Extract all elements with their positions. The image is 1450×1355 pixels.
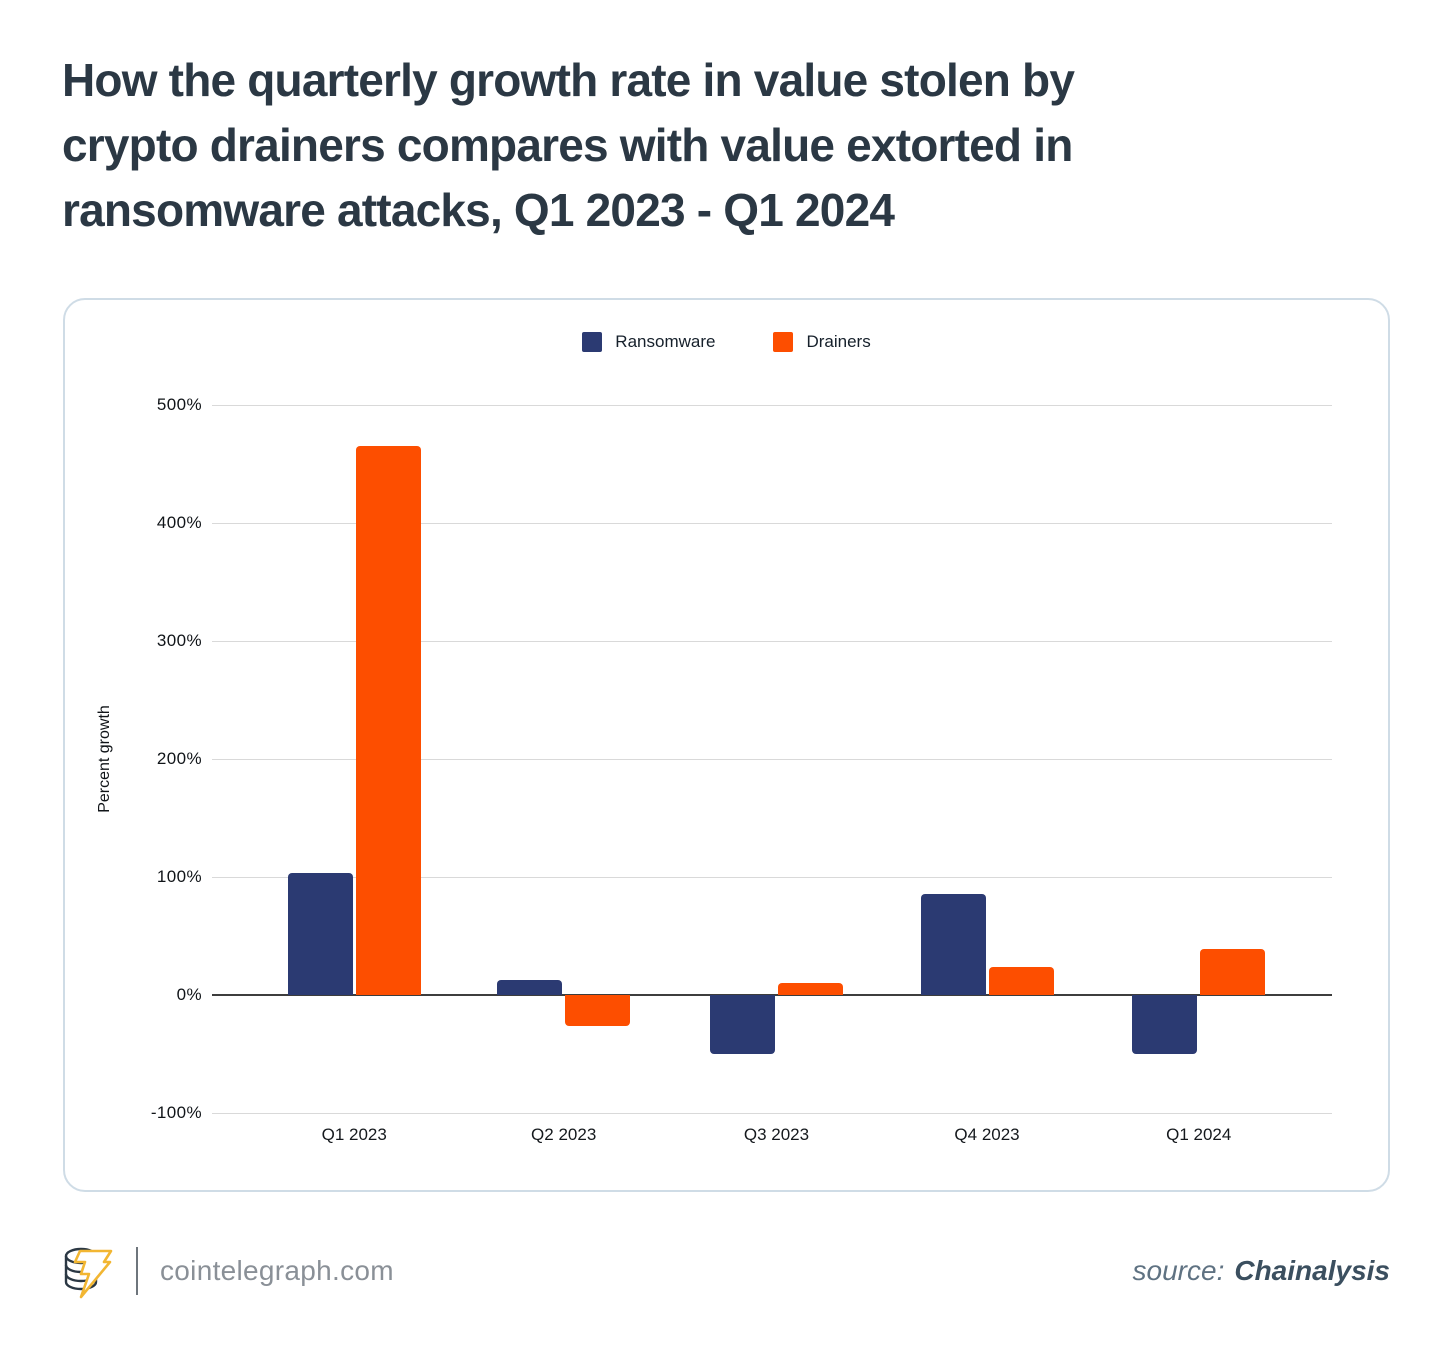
x-tick-label: Q3 2023	[743, 1125, 810, 1144]
cointelegraph-logo-icon	[64, 1247, 113, 1299]
legend-label-ransomware: Ransomware	[615, 332, 716, 351]
x-tick-label: Q1 2023	[321, 1125, 387, 1144]
bar-drainers-q4-2023	[988, 966, 1054, 995]
bar-ransomware-q1-2023	[287, 873, 353, 995]
y-axis-ticks: 500% 400% 300% 200% 100% 0% -100%	[65, 395, 202, 1122]
bar-ransomware-q3-2023	[709, 995, 775, 1054]
bar-ransomware-q1-2024	[1132, 995, 1198, 1054]
bar-drainers-q1-2023	[355, 446, 421, 995]
page-title-line-2: crypto drainers compares with value exto…	[62, 119, 1073, 171]
page-title-line-3: ransomware attacks, Q1 2023 - Q1 2024	[62, 184, 895, 236]
page-title-line-1: How the quarterly growth rate in value s…	[62, 54, 1075, 106]
plot-area: Q1 2023 Q2 2023 Q3 2023 Q4 2023 Q1 2024	[212, 405, 1332, 1144]
y-tick-label: 400%	[156, 513, 202, 532]
gridline	[212, 641, 1332, 642]
gridline	[212, 523, 1332, 524]
y-tick-label: 100%	[156, 867, 202, 886]
chart-card: Ransomware Drainers Percent growth 500% 40…	[63, 298, 1390, 1192]
gridline	[212, 405, 1332, 406]
bar-drainers-q2-2023	[565, 995, 631, 1026]
gridline	[212, 877, 1332, 878]
x-tick-label: Q2 2023	[531, 1125, 597, 1144]
site-name: cointelegraph.com	[160, 1255, 394, 1286]
x-tick-label: Q4 2023	[954, 1125, 1020, 1144]
footer: cointelegraph.com source: Chainalysis	[62, 1238, 1390, 1304]
source-credit: source: Chainalysis	[1133, 1255, 1390, 1287]
legend-swatch-drainers	[773, 332, 794, 352]
legend-item-ransomware: Ransomware	[582, 332, 715, 352]
bars	[212, 405, 1332, 1113]
legend-item-drainers: Drainers	[773, 332, 871, 352]
brand: cointelegraph.com	[62, 1242, 394, 1300]
y-tick-label: 500%	[156, 395, 202, 414]
x-tick-label: Q1 2024	[1166, 1125, 1232, 1144]
bar-ransomware-q2-2023	[497, 979, 563, 995]
legend-swatch-ransomware	[582, 332, 603, 352]
chart-legend: Ransomware Drainers	[65, 332, 1388, 352]
y-tick-label: 300%	[156, 631, 202, 650]
bar-drainers-q3-2023	[777, 983, 843, 995]
footer-divider	[136, 1247, 138, 1295]
x-axis-labels: Q1 2023 Q2 2023 Q3 2023 Q4 2023 Q1 2024	[212, 405, 1332, 1144]
y-tick-label: 200%	[156, 749, 202, 768]
bar-drainers-q1-2024	[1200, 948, 1266, 995]
lightning-bolt-icon	[73, 1249, 113, 1299]
y-tick-label: -100%	[150, 1103, 202, 1122]
y-tick-label: 0%	[176, 985, 202, 1004]
page-title: How the quarterly growth rate in value s…	[62, 48, 1342, 243]
gridline	[212, 1113, 1332, 1114]
source-name: Chainalysis	[1234, 1255, 1390, 1286]
bar-ransomware-q4-2023	[920, 893, 986, 995]
legend-label-drainers: Drainers	[806, 332, 871, 351]
source-label: source:	[1132, 1255, 1225, 1286]
gridline	[212, 759, 1332, 760]
